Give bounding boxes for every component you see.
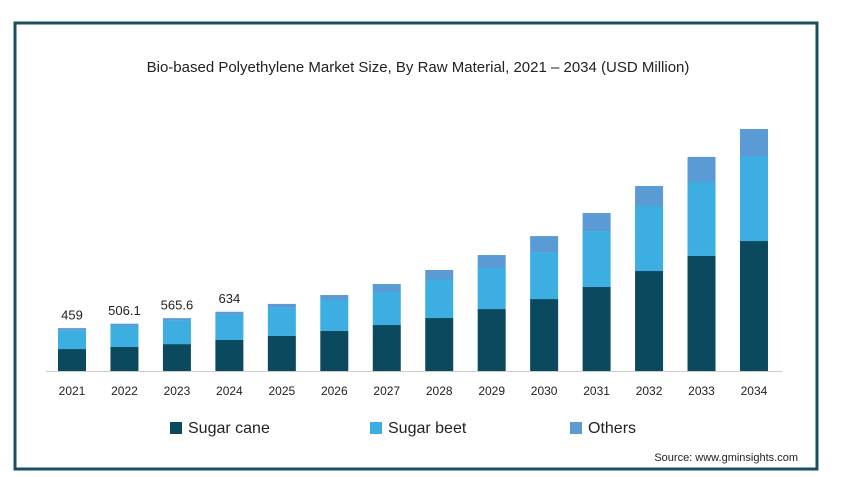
source: Source: www.gminsights.com xyxy=(654,452,798,464)
bar-segment xyxy=(582,212,611,232)
bar-segment xyxy=(687,181,716,256)
x-tick-label: 2024 xyxy=(216,384,243,398)
bar-segment xyxy=(320,331,349,371)
bar-segment xyxy=(425,318,454,371)
bar-segment xyxy=(162,318,191,321)
bar-segment xyxy=(425,269,454,280)
x-tick-label: 2030 xyxy=(531,384,558,398)
frame xyxy=(13,21,819,471)
bar-segment xyxy=(477,255,506,269)
bar-segment xyxy=(635,185,664,206)
x-tick-label: 2029 xyxy=(478,384,505,398)
total-label: 459 xyxy=(61,308,83,323)
x-tick-label: 2026 xyxy=(321,384,348,398)
bar-segment xyxy=(372,284,401,293)
bar-segment xyxy=(110,346,139,371)
legend-label: Sugar cane xyxy=(188,420,270,437)
bar-segment xyxy=(477,309,506,371)
bar-segment xyxy=(267,307,296,336)
bar-segment xyxy=(530,236,559,253)
bar-segment xyxy=(739,241,768,371)
legend-swatch xyxy=(370,422,382,434)
x-tick-label: 2023 xyxy=(164,384,191,398)
x-tick-label: 2022 xyxy=(111,384,138,398)
bar-segment xyxy=(530,299,559,371)
total-label: 506.1 xyxy=(108,303,141,318)
bar-segment xyxy=(635,271,664,371)
bar-segment xyxy=(215,339,244,371)
bar-segment xyxy=(530,252,559,300)
bar-segment xyxy=(267,303,296,308)
chart-title: Bio-based Polyethylene Market Size, By R… xyxy=(147,59,690,76)
bar-segment xyxy=(320,299,349,332)
bar-segment xyxy=(162,320,191,345)
bar-segment xyxy=(58,330,86,350)
bar-segment xyxy=(582,287,611,371)
total-label: 565.6 xyxy=(161,298,194,313)
bar-segment xyxy=(739,129,768,157)
bar-segment xyxy=(215,314,244,340)
bar-segment xyxy=(477,268,506,310)
x-tick-label: 2027 xyxy=(373,384,400,398)
legend-label: Sugar beet xyxy=(388,420,467,437)
legend-swatch xyxy=(170,422,182,434)
bar-segment xyxy=(215,311,244,315)
bar-segment xyxy=(582,231,611,288)
bar-segment xyxy=(739,156,768,242)
bar-segment xyxy=(162,344,191,371)
x-tick-label: 2034 xyxy=(741,384,768,398)
x-tick-label: 2031 xyxy=(583,384,610,398)
bar-segment xyxy=(110,325,139,347)
bar-segment xyxy=(267,335,296,371)
bar-segment xyxy=(687,156,716,182)
x-tick-label: 2021 xyxy=(59,384,86,398)
bar-segment xyxy=(110,323,139,326)
bar-segment xyxy=(58,328,86,331)
total-label: 634 xyxy=(219,291,241,306)
bar-segment xyxy=(320,295,349,300)
bar-segment xyxy=(372,325,401,371)
bar-segment xyxy=(687,255,716,371)
bar-segment xyxy=(372,292,401,326)
x-tick-label: 2028 xyxy=(426,384,453,398)
bar-segment xyxy=(58,349,86,371)
bar-segment xyxy=(425,279,454,319)
legend-label: Others xyxy=(588,420,636,437)
x-tick-label: 2025 xyxy=(268,384,295,398)
x-tick-label: 2032 xyxy=(636,384,663,398)
legend-swatch xyxy=(570,422,582,434)
x-tick-label: 2033 xyxy=(688,384,715,398)
bar-segment xyxy=(635,205,664,272)
